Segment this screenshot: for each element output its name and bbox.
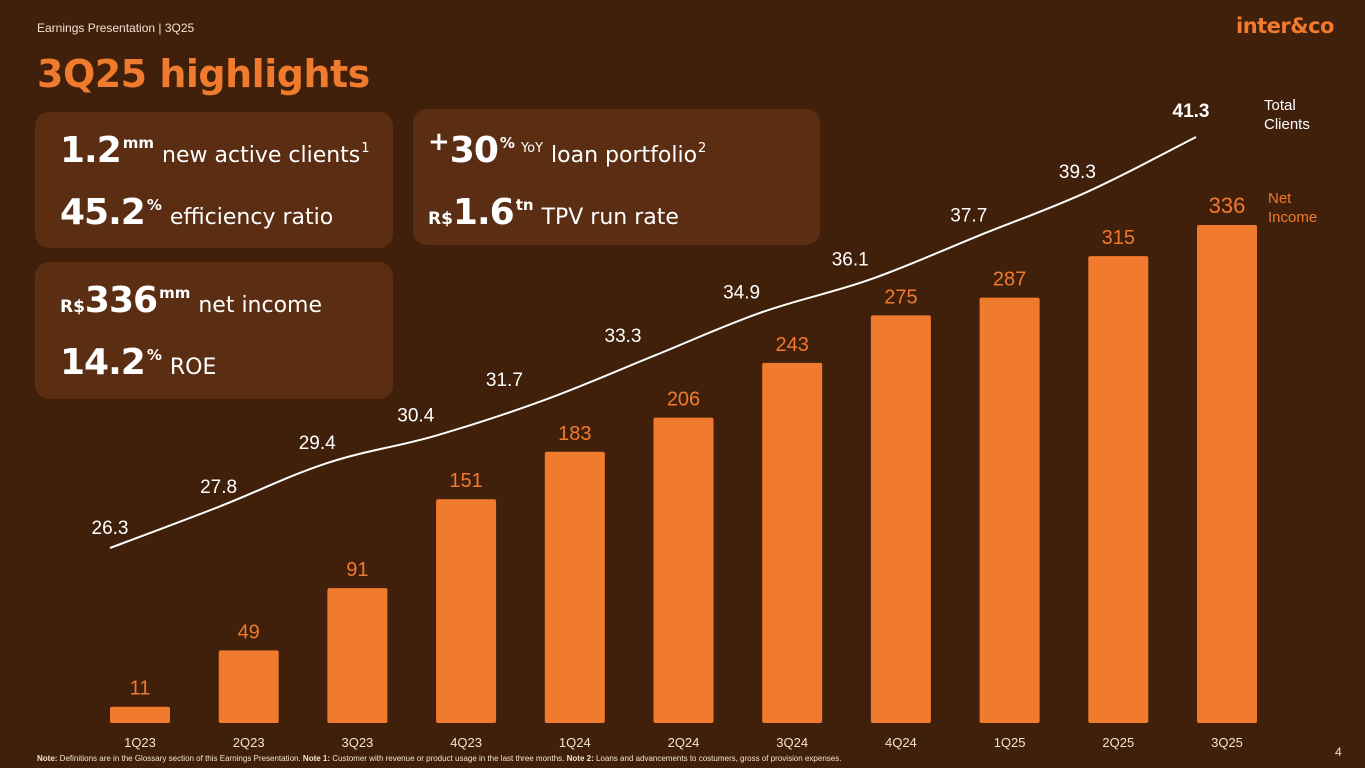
bar-3Q25 [1197,225,1257,723]
bar-4Q23 [436,499,497,723]
line-label-2Q25: 39.3 [1059,162,1096,183]
bar-label-3Q25: 336 [1209,193,1246,218]
line-label-3Q24: 34.9 [723,282,760,303]
kpi-net-income-value: 336 [84,280,158,321]
kpi-net-income-unit: mm [159,284,191,302]
line-label-1Q23: 26.3 [92,518,129,539]
bar-label-2Q23: 49 [238,621,260,643]
kpi-efficiency-label: efficiency ratio [169,205,334,230]
note2-label: Note 2: [566,754,594,763]
bar-1Q24 [544,451,605,723]
kpi-net-income-currency: R$ [60,297,85,317]
bar-2Q23 [218,650,279,723]
kpi-new-clients: 1.2 mm new active clients 1 [60,130,370,171]
x-tick-4Q23: 4Q23 [450,735,482,750]
kpi-efficiency: 45.2 % efficiency ratio [60,192,333,233]
x-tick-1Q23: 1Q23 [124,735,156,750]
kpi-tpv-label: TPV run rate [541,205,679,230]
kpi-roe-value: 14.2 [60,342,146,383]
kpi-new-clients-value: 1.2 [60,130,122,171]
bar-label-2Q24: 206 [667,389,700,411]
x-tick-3Q25: 3Q25 [1211,735,1243,750]
line-label-3Q25: 41.3 [1173,101,1210,122]
kpi-tpv-value: 1.6 [452,192,515,233]
page-number: 4 [1335,745,1342,759]
kpi-new-clients-footnote: 1 [361,141,370,156]
kpi-loan-unit: % [499,134,515,152]
bar-3Q24 [762,362,823,723]
note1-text: Customer with revenue or product usage i… [330,754,567,763]
bar-2Q24 [653,417,714,723]
note1-label: Note 1: [302,754,331,763]
kpi-loan-value: 30 [449,130,499,171]
bar-label-4Q24: 275 [884,286,917,308]
bar-label-2Q25: 315 [1102,227,1135,249]
x-tick-4Q24: 4Q24 [885,735,917,750]
bar-label-3Q24: 243 [776,334,809,356]
kpi-roe: 14.2 % ROE [60,342,216,383]
bar-label-1Q25: 287 [993,269,1026,291]
total-clients-line [109,136,1197,549]
legend-net-income: Net Income [1268,190,1318,226]
line-label-3Q23: 29.4 [299,433,336,454]
kpi-efficiency-unit: % [146,196,162,214]
company-logo: inter&co [1236,14,1334,38]
x-tick-3Q23: 3Q23 [341,735,373,750]
kpi-card-clients [35,112,393,248]
kpi-loan-portfolio: + 30 % YoY loan portfolio 2 [428,127,707,171]
line-label-2Q23: 27.8 [200,477,237,498]
kpi-roe-unit: % [146,346,162,364]
kpi-tpv-currency: R$ [428,209,453,229]
kpi-loan-label: loan portfolio [551,143,698,168]
line-label-1Q25: 37.7 [950,206,987,227]
kpi-new-clients-unit: mm [122,134,155,152]
header-label: Earnings Presentation | 3Q25 [37,21,195,35]
kpi-roe-label: ROE [169,355,217,380]
footnote: Note: Definitions are in the Glossary se… [37,754,841,763]
line-label-4Q24: 36.1 [832,249,869,270]
kpi-tpv: R$ 1.6 tn TPV run rate [428,192,679,233]
bar-3Q23 [327,588,388,723]
kpi-net-income: R$ 336 mm net income [60,280,322,321]
x-tick-2Q24: 2Q24 [668,735,700,750]
kpi-net-income-label: net income [198,293,323,318]
x-tick-3Q24: 3Q24 [776,735,808,750]
x-tick-2Q25: 2Q25 [1102,735,1134,750]
kpi-loan-plus: + [428,127,450,157]
bar-label-4Q23: 151 [449,470,482,492]
bar-2Q25 [1088,256,1149,723]
note-label: Note: [37,754,58,763]
kpi-card-income [35,262,393,399]
line-label-4Q23: 30.4 [397,406,434,427]
x-tick-2Q23: 2Q23 [233,735,265,750]
bar-label-3Q23: 91 [346,559,368,581]
x-tick-1Q24: 1Q24 [559,735,591,750]
kpi-tpv-unit: tn [515,196,534,214]
bar-1Q23 [110,706,170,723]
legend-total-clients: Total Clients [1264,97,1310,133]
line-label-2Q24: 33.3 [605,326,642,347]
kpi-efficiency-value: 45.2 [60,192,146,233]
page-title: 3Q25 highlights [37,52,370,96]
kpi-card-loans [413,109,820,245]
line-label-1Q24: 31.7 [486,370,523,391]
x-tick-1Q25: 1Q25 [994,735,1026,750]
note2-text: Loans and advancements to costumers, gro… [593,754,842,763]
bar-label-1Q23: 11 [130,678,151,700]
note-text: Definitions are in the Glossary section … [57,754,303,763]
kpi-loan-footnote: 2 [698,141,707,156]
bar-4Q24 [870,315,931,723]
bar-label-1Q24: 183 [558,423,591,445]
kpi-loan-yoy: YoY [520,141,544,156]
kpi-new-clients-label: new active clients [162,143,361,168]
bar-1Q25 [979,297,1040,723]
